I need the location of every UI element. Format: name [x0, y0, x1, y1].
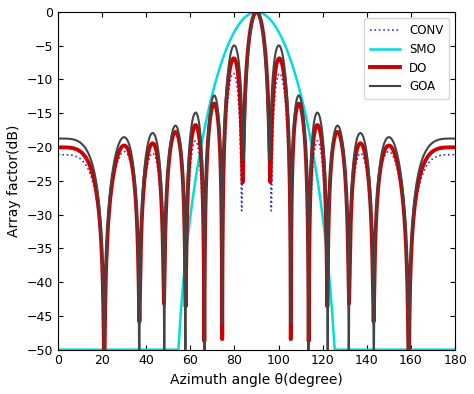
GOA	[452, 136, 458, 141]
SMO	[55, 347, 61, 352]
CONV	[452, 152, 458, 157]
Legend: CONV, SMO, DO, GOA: CONV, SMO, DO, GOA	[364, 18, 449, 99]
CONV	[207, 118, 212, 123]
SMO	[382, 347, 387, 352]
SMO	[452, 347, 458, 352]
Y-axis label: Array factor(dB): Array factor(dB)	[7, 125, 21, 237]
SMO	[254, 9, 259, 14]
SMO	[127, 347, 133, 352]
SMO	[207, 103, 212, 108]
CONV	[55, 152, 61, 157]
DO	[293, 108, 299, 112]
SMO	[352, 347, 357, 352]
GOA	[55, 136, 61, 141]
DO	[55, 145, 61, 150]
GOA	[254, 9, 259, 14]
GOA	[352, 150, 357, 155]
CONV	[127, 158, 133, 163]
X-axis label: Azimuth angle θ(degree): Azimuth angle θ(degree)	[170, 373, 343, 387]
DO	[352, 162, 357, 166]
Line: SMO: SMO	[58, 12, 455, 349]
SMO	[293, 75, 299, 80]
CONV	[382, 154, 387, 158]
DO	[127, 154, 133, 158]
GOA	[313, 111, 319, 116]
DO	[207, 119, 212, 124]
GOA	[293, 99, 299, 104]
CONV	[406, 319, 411, 323]
GOA	[127, 145, 133, 150]
DO	[382, 148, 387, 153]
CONV	[313, 140, 319, 145]
CONV	[352, 173, 357, 178]
SMO	[313, 170, 319, 175]
DO	[254, 9, 259, 14]
GOA	[101, 347, 107, 352]
DO	[101, 347, 107, 352]
DO	[452, 145, 458, 150]
Line: CONV: CONV	[58, 12, 455, 321]
CONV	[293, 108, 299, 112]
GOA	[382, 140, 387, 145]
DO	[313, 124, 319, 128]
GOA	[207, 113, 212, 117]
CONV	[254, 9, 259, 14]
Line: DO: DO	[58, 12, 455, 349]
Line: GOA: GOA	[58, 12, 455, 349]
